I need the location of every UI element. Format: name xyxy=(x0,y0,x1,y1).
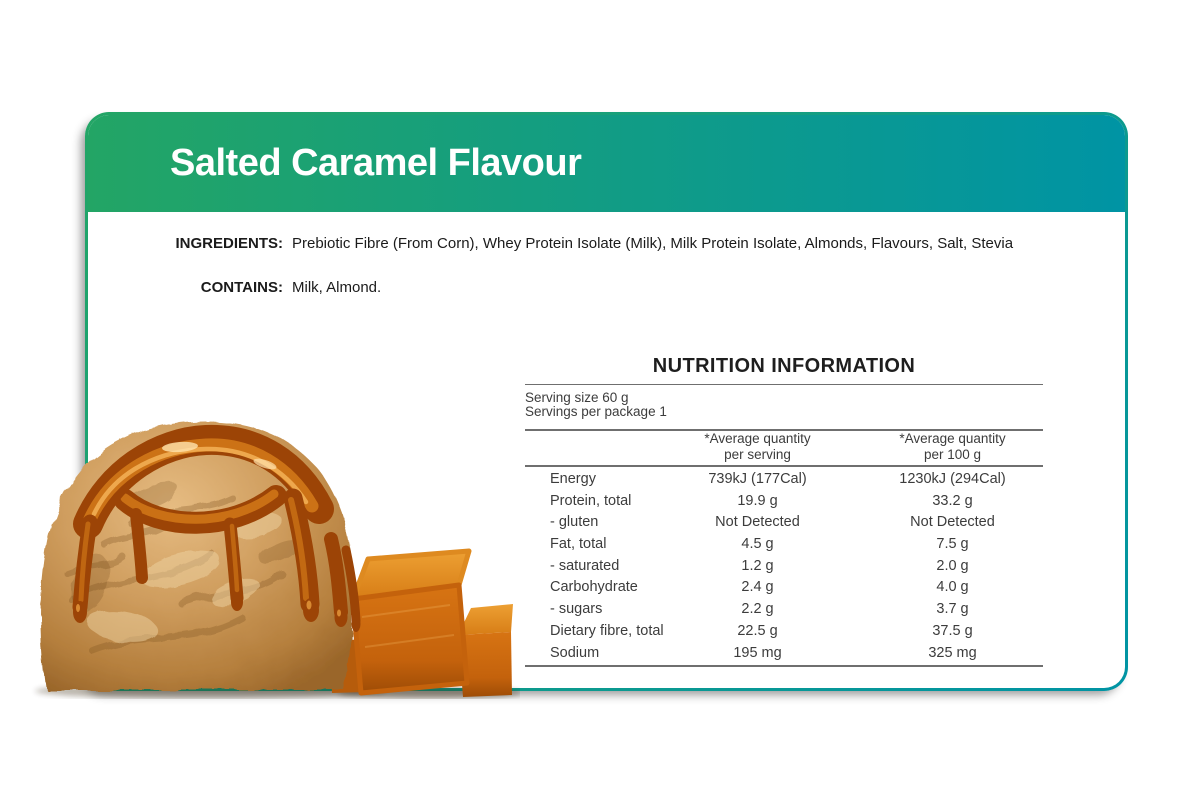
caramel-cube-front xyxy=(350,548,472,696)
nutrition-title: NUTRITION INFORMATION xyxy=(652,355,916,377)
table-divider xyxy=(525,384,1043,385)
serving-size: Serving size 60 g xyxy=(525,390,629,405)
column-header-per-serving: *Average quantity per serving xyxy=(640,431,875,463)
column-header-line: per 100 g xyxy=(923,447,982,462)
contains-text: Milk, Almond. xyxy=(292,279,382,296)
row-value-100g: 7.5 g xyxy=(936,536,969,553)
row-value-serving: 1.2 g xyxy=(741,557,774,574)
row-label: Sodium xyxy=(550,644,600,661)
row-value-100g: 2.0 g xyxy=(936,557,969,574)
page-title: Salted Caramel Flavour xyxy=(170,142,582,184)
row-value-serving: 22.5 g xyxy=(737,622,778,639)
table-row: - saturated 1.2 g 2.0 g xyxy=(525,556,1043,578)
row-label: Carbohydrate xyxy=(550,579,638,596)
row-label: - saturated xyxy=(550,557,620,574)
column-header-line: *Average quantity xyxy=(899,431,1006,446)
nutrition-table: Energy 739kJ (177Cal) 1230kJ (294Cal) Pr… xyxy=(525,469,1043,664)
row-value-100g: 3.7 g xyxy=(936,601,969,618)
ingredients-row: INGREDIENTS: Prebiotic Fibre (From Corn)… xyxy=(88,235,1125,253)
row-value-100g: 33.2 g xyxy=(932,492,973,509)
contains-label: CONTAINS: xyxy=(200,279,283,296)
nutrition-panel: NUTRITION INFORMATION Serving size 60 g … xyxy=(525,355,1043,675)
card-header: Salted Caramel Flavour xyxy=(88,115,1125,212)
row-label: - gluten xyxy=(550,514,599,531)
servings-per-package: Servings per package 1 xyxy=(525,404,667,419)
row-label: Fat, total xyxy=(550,536,607,553)
table-divider xyxy=(525,465,1043,467)
row-value-100g: 37.5 g xyxy=(932,622,973,639)
table-row: Energy 739kJ (177Cal) 1230kJ (294Cal) xyxy=(525,469,1043,491)
row-value-100g: 1230kJ (294Cal) xyxy=(899,471,1006,487)
table-row: Protein, total 19.9 g 33.2 g xyxy=(525,491,1043,513)
contains-row: CONTAINS: Milk, Almond. xyxy=(88,279,1125,297)
product-image xyxy=(35,421,520,699)
row-label: Energy xyxy=(550,471,596,487)
table-row: Dietary fibre, total 22.5 g 37.5 g xyxy=(525,621,1043,643)
caramel-cube-back xyxy=(458,604,513,697)
row-value-serving: Not Detected xyxy=(715,514,800,531)
ingredients-label: INGREDIENTS: xyxy=(175,235,283,252)
column-header-line: per serving xyxy=(724,447,791,462)
row-value-serving: 2.4 g xyxy=(741,579,774,596)
row-label: - sugars xyxy=(550,601,603,618)
table-divider xyxy=(525,429,1043,431)
table-row: Fat, total 4.5 g 7.5 g xyxy=(525,534,1043,556)
table-row: Sodium 195 mg 325 mg xyxy=(525,643,1043,665)
row-value-100g: Not Detected xyxy=(910,514,995,531)
row-value-100g: 4.0 g xyxy=(936,579,969,596)
table-row: - gluten Not Detected Not Detected xyxy=(525,512,1043,534)
row-value-serving: 195 mg xyxy=(733,644,782,661)
ingredients-text: Prebiotic Fibre (From Corn), Whey Protei… xyxy=(292,235,1014,252)
row-value-serving: 19.9 g xyxy=(737,492,778,509)
table-divider xyxy=(525,665,1043,667)
row-label: Protein, total xyxy=(550,492,632,509)
row-value-serving: 4.5 g xyxy=(741,536,774,553)
row-value-serving: 739kJ (177Cal) xyxy=(708,471,807,487)
row-label: Dietary fibre, total xyxy=(550,622,664,639)
column-header-line: *Average quantity xyxy=(704,431,811,446)
table-row: Carbohydrate 2.4 g 4.0 g xyxy=(525,577,1043,599)
table-row: - sugars 2.2 g 3.7 g xyxy=(525,599,1043,621)
row-value-serving: 2.2 g xyxy=(741,601,774,618)
column-header-per-100g: *Average quantity per 100 g xyxy=(835,431,1070,463)
row-value-100g: 325 mg xyxy=(928,644,977,661)
caramel-drizzle xyxy=(72,424,361,632)
product-card: Salted Caramel Flavour INGREDIENTS: Preb… xyxy=(85,112,1128,691)
